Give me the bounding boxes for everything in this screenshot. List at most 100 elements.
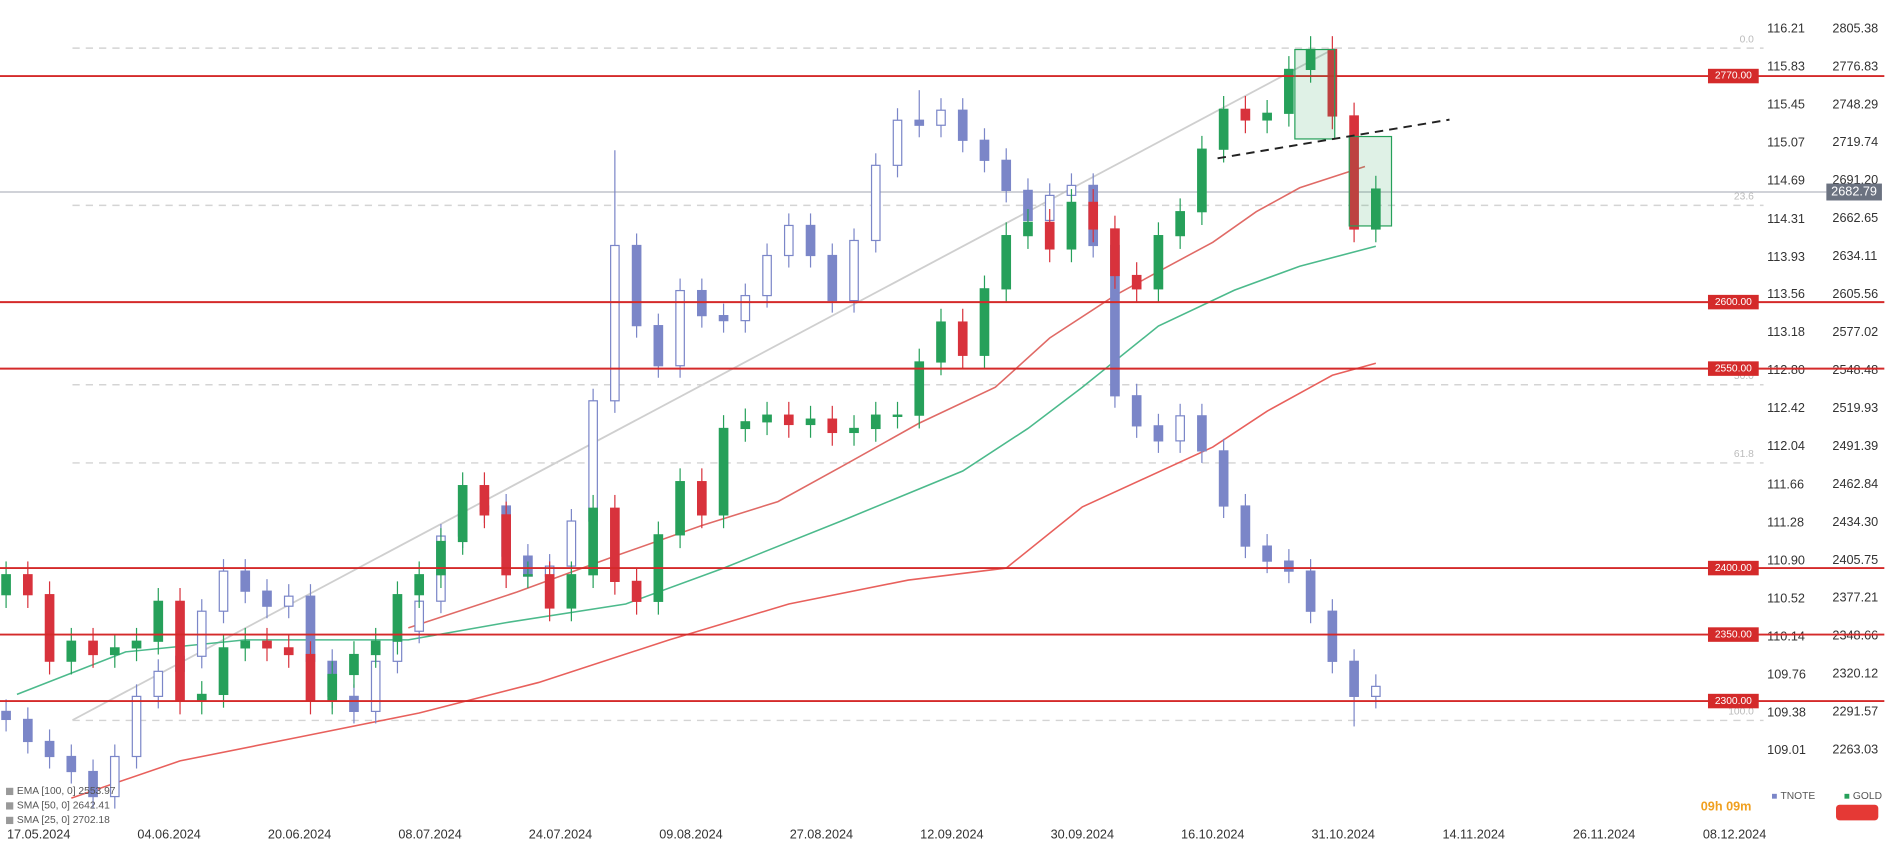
legend-swatch: [1844, 793, 1850, 799]
candle-body: [457, 485, 468, 543]
candle-body: [544, 574, 555, 609]
candle-body: [414, 574, 425, 596]
candle-body: [283, 647, 294, 656]
candle-body: [66, 640, 77, 662]
candle-body: [870, 414, 881, 430]
x-tick-label: 24.07.2024: [529, 827, 592, 841]
candle-body: [1349, 115, 1359, 230]
x-tick-label: 08.07.2024: [398, 827, 461, 841]
main-layer: 0.0 23.6 50.0 61.8 100.0 2805.38 2776.83 2748.2…: [0, 21, 1885, 841]
y2-tick-label: 112.42: [1767, 401, 1805, 415]
candle-body: [610, 507, 620, 582]
candle-body: [109, 755, 120, 798]
moving-average: [71, 362, 1377, 799]
y-tick-label: 2634.11: [1832, 249, 1877, 263]
candle-body: [1262, 112, 1272, 121]
legend-icon: [6, 787, 14, 796]
y2-tick-label: 111.28: [1767, 515, 1804, 529]
candle-body: [783, 414, 794, 426]
y2-tick-label: 109.38: [1767, 706, 1806, 720]
level-box: [1707, 294, 1759, 310]
x-tick-label: 27.08.2024: [790, 827, 853, 841]
candle-body: [697, 289, 707, 317]
candle-body: [1001, 159, 1012, 191]
candle-body: [697, 481, 707, 516]
y2-tick-label: 113.93: [1767, 250, 1805, 264]
y2-tick-label: 112.80: [1767, 363, 1805, 377]
candle-body: [1197, 415, 1207, 452]
candle-body: [914, 119, 925, 126]
y2-tick-label: 115.07: [1767, 136, 1805, 150]
candle-body: [1001, 235, 1012, 290]
candle-body: [22, 574, 33, 596]
candle-body: [631, 580, 642, 602]
candle-body: [1218, 108, 1229, 150]
candle-body: [718, 315, 729, 322]
candle-body: [1240, 108, 1251, 121]
x-tick-label: 04.06.2024: [137, 827, 200, 841]
candle-body: [1218, 450, 1229, 507]
candle-body: [1044, 221, 1055, 250]
candle-body: [762, 414, 772, 423]
candle-body: [66, 755, 77, 773]
candle-body: [588, 507, 598, 576]
candle-body: [131, 640, 142, 649]
y2-tick-label: 113.56: [1767, 287, 1805, 301]
level-label: 2400.00: [1715, 563, 1752, 574]
candle-body: [936, 109, 946, 126]
level-label: 2770.00: [1715, 71, 1752, 82]
candle-body: [262, 590, 272, 607]
candle-body: [1, 574, 11, 596]
fib-label: 50.0: [1734, 371, 1754, 382]
y-tick-label: 2662.65: [1832, 211, 1878, 225]
candle-body: [1153, 235, 1164, 290]
legend-icon: [6, 816, 14, 825]
candle-body: [370, 640, 381, 656]
y-tick-label: 2405.75: [1832, 553, 1878, 567]
y2-tick-label: 115.45: [1767, 98, 1805, 112]
y-tick-label: 2491.39: [1832, 439, 1878, 453]
level-box: [1707, 68, 1759, 84]
candle-body: [892, 119, 903, 166]
x-tick-label: 30.09.2024: [1051, 827, 1114, 841]
candle-body: [175, 600, 185, 702]
candle-body: [1197, 148, 1207, 213]
candle-body: [392, 594, 403, 642]
y2-tick-label: 112.04: [1767, 439, 1805, 453]
trend-line: [1217, 118, 1450, 160]
moving-average: [408, 165, 1366, 629]
candle-body: [1371, 685, 1381, 697]
candle-body: [370, 660, 381, 713]
x-tick-label: 20.06.2024: [268, 827, 331, 841]
candle-body: [262, 640, 272, 649]
candle-body: [153, 670, 164, 697]
legend-icon: [6, 802, 14, 810]
highlight-box: [1348, 135, 1393, 227]
candle-body: [218, 647, 229, 696]
y2-tick-label: 116.21: [1767, 21, 1805, 35]
candle-body: [827, 418, 838, 434]
candle-body: [327, 673, 338, 702]
level-label: 2350.00: [1715, 629, 1752, 640]
candle-body: [979, 139, 990, 161]
candle-body: [653, 325, 664, 367]
level-box: [1707, 627, 1759, 642]
candle-body: [1175, 415, 1185, 442]
y-tick-label: 2519.93: [1832, 401, 1878, 415]
highlight-box: [1294, 48, 1336, 140]
y-tick-label: 2434.30: [1832, 515, 1878, 529]
level-label: 2600.00: [1715, 297, 1752, 308]
candle-body: [1371, 188, 1381, 230]
candle-body: [501, 514, 511, 576]
candle-body: [153, 600, 164, 642]
candle-body: [1240, 505, 1251, 547]
current-price-label: 2682.79: [1831, 184, 1877, 198]
candle-body: [44, 740, 55, 758]
candle-body: [349, 653, 359, 676]
candle-body: [436, 540, 446, 576]
candle-body: [88, 640, 98, 656]
y-tick-label: 2605.56: [1832, 287, 1878, 301]
candle-body: [740, 421, 751, 430]
y-tick-label: 2805.38: [1832, 21, 1878, 35]
